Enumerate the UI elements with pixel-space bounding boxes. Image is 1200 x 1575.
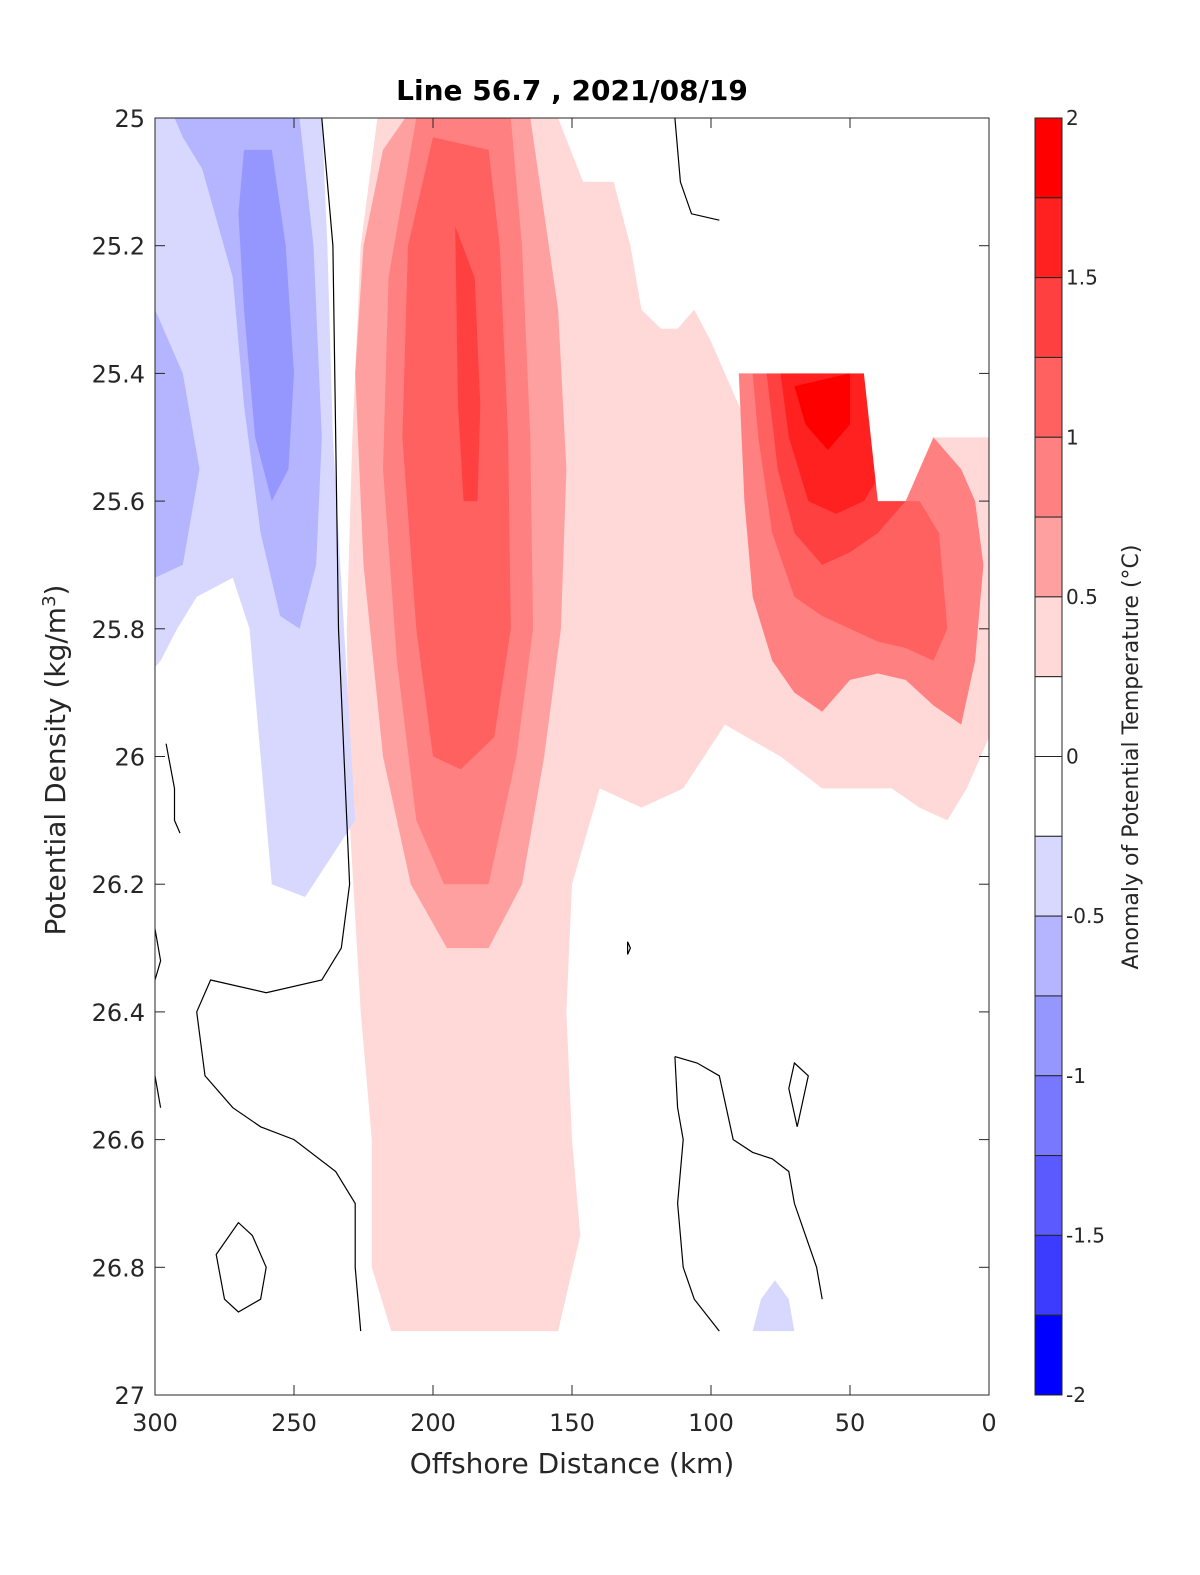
zero-contour-loop-2 [788,1061,809,1127]
colorbar-swatch [1034,915,1063,997]
zero-contour-top [674,118,720,221]
colorbar-swatch [1034,197,1063,279]
colorbar-tick-label: 1.5 [1066,266,1098,290]
y-tick-label: 26.4 [92,999,145,1027]
colorbar-tick-label: 0.5 [1066,585,1098,609]
colorbar-swatch [1034,676,1063,757]
y-tick-label: 26 [114,744,145,772]
x-tick-label: 0 [981,1409,996,1437]
colorbar-swatch [1034,436,1063,518]
colorbar-tick-label: 2 [1066,106,1079,130]
colorbar-frame [1034,117,1063,1396]
chart-title: Line 56.7 , 2021/08/19 [396,74,748,107]
colorbar-tick-label: -1 [1066,1064,1086,1088]
x-tick-label: 150 [549,1409,595,1437]
colorbar-tick-label: -0.5 [1066,904,1105,928]
contour-fill-positive-anomaly-east-1.75 [794,373,850,450]
contour-fill-positive-anomaly-1.0 [402,137,511,770]
colorbar-tick-label: 0 [1066,745,1079,769]
zero-contour-lower [674,1056,720,1332]
y-axis-title-superscript: 3 [39,595,60,606]
colorbar-swatch [1034,356,1063,438]
zero-contour-small-2 [155,928,162,981]
y-tick-label: 25 [114,105,145,133]
y-tick-label: 26.6 [92,1127,145,1155]
y-tick-label: 25.4 [92,360,145,388]
x-axis: 300 250 200 150 100 50 0 [132,118,997,1437]
y-axis-title: Potential Density (kg/m3) [39,585,73,936]
x-tick-label: 50 [835,1409,866,1437]
y-tick-label: 27 [114,1382,145,1410]
colorbar-swatch [1034,1234,1063,1316]
x-tick-label: 300 [132,1409,178,1437]
plot-layers [155,118,989,1395]
colorbar-swatch [1034,596,1063,678]
x-tick-label: 250 [271,1409,317,1437]
zero-contour-loop-1 [215,1221,267,1313]
contour-fill-positive-anomaly-1.25 [455,226,481,502]
plot-area [155,118,989,1395]
colorbar-swatch [1034,835,1063,917]
contour-mask-no-data-region [677,118,989,502]
y-axis-title-close: ) [39,585,72,596]
colorbar-swatch [1034,1314,1063,1396]
colorbar-swatch [1034,516,1063,598]
colorbar-swatch [1034,1075,1063,1157]
colorbar-swatch [1034,117,1063,199]
y-axis-title-main: Potential Density (kg/m [39,607,72,936]
colorbar: 2 1.5 1 0.5 0 -0.5 -1 -1.5 -2 [1034,106,1105,1407]
y-tick-label: 25.6 [92,488,145,516]
contour-fill-negative-anomaly-0.75 [238,149,294,502]
contour-fill-negative-anomaly-west-0.5 [155,309,200,578]
y-tick-label: 26.8 [92,1254,145,1282]
y-tick-label: 26.2 [92,871,145,899]
colorbar-swatch [1034,756,1063,837]
x-tick-label: 200 [410,1409,456,1437]
y-tick-label: 25.2 [92,233,145,261]
zero-contour-main [196,118,362,1332]
zero-contour-dot [626,941,632,955]
colorbar-tick-label: -1.5 [1066,1223,1105,1247]
zero-contour-west-edge [155,1075,162,1108]
colorbar-title: Anomaly of Potential Temperature (°C) [1119,545,1144,970]
contour-fill-negative-anomaly-deep-0.25 [752,1280,795,1332]
colorbar-swatch [1034,277,1063,358]
colorbar-swatch [1034,1155,1063,1236]
x-tick-label: 100 [688,1409,734,1437]
y-tick-label: 25.8 [92,616,145,644]
x-axis-title: Offshore Distance (km) [410,1447,735,1480]
colorbar-tick-label: 1 [1066,425,1079,449]
zero-contour-small-1 [165,743,181,834]
y-axis: 25 25.2 25.4 25.6 25.8 26 26.2 26.4 26.6 26.8 27 [92,105,989,1410]
zero-contour-lower-2 [674,1056,823,1300]
colorbar-tick-label: -2 [1066,1383,1086,1407]
colorbar-swatch [1034,995,1063,1077]
